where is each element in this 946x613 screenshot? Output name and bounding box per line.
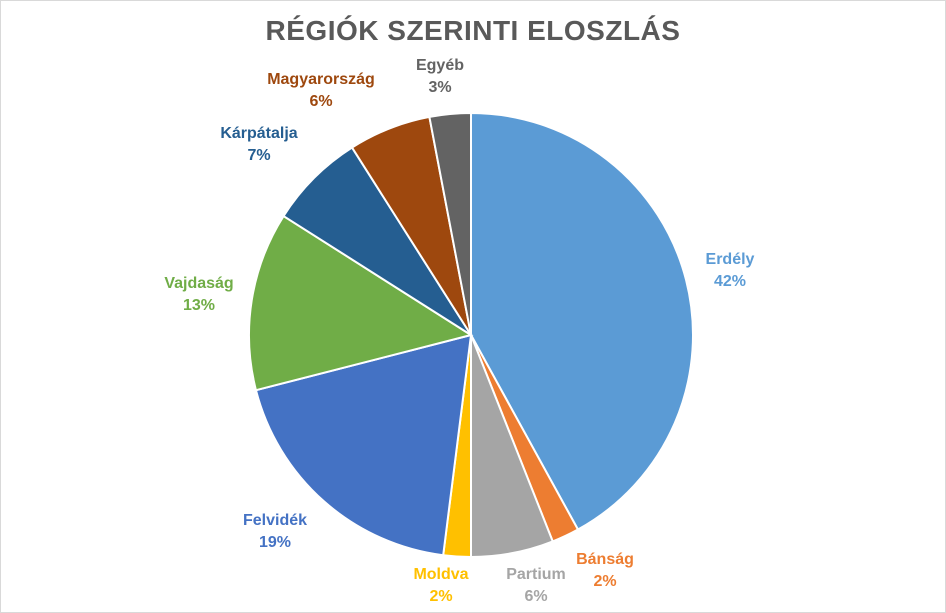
slice-value: 19% xyxy=(258,534,292,551)
slice-name: Erdély xyxy=(705,251,755,268)
slice-value: 3% xyxy=(428,79,452,96)
slice-value: 2% xyxy=(593,573,617,590)
slice-label-6: Kárpátalja 7% xyxy=(179,123,339,167)
slice-name: Magyarország xyxy=(267,71,375,88)
pie-slice-8 xyxy=(428,111,472,336)
slice-value: 6% xyxy=(524,588,548,605)
pie-slice-0 xyxy=(470,111,694,531)
slice-name: Moldva xyxy=(413,566,469,583)
slice-value: 42% xyxy=(713,273,747,290)
slice-label-8: Egyéb 3% xyxy=(360,55,520,99)
slice-label-3: Moldva 2% xyxy=(361,564,521,608)
slice-name: Kárpátalja xyxy=(220,125,298,142)
pie-slice-4 xyxy=(254,333,473,557)
slice-label-7: Magyarország 6% xyxy=(241,69,401,113)
slice-name: Vajdaság xyxy=(164,275,234,292)
slice-value: 2% xyxy=(429,588,453,605)
slice-label-4: Felvidék 19% xyxy=(195,510,355,554)
slice-name: Bánság xyxy=(576,551,634,568)
slice-name: Felvidék xyxy=(242,512,308,529)
slice-value: 6% xyxy=(309,93,333,110)
slice-name: Partium xyxy=(506,566,566,583)
slice-value: 7% xyxy=(247,147,271,164)
slice-label-2: Partium 6% xyxy=(456,564,616,608)
pie-slice-5 xyxy=(248,214,474,392)
slice-name: Egyéb xyxy=(415,57,464,74)
slice-label-5: Vajdaság 13% xyxy=(119,273,279,317)
chart-title: RÉGIÓK SZERINTI ELOSZLÁS xyxy=(265,15,681,46)
slice-label-0: Erdély 42% xyxy=(650,249,810,293)
slice-label-1: Bánság 2% xyxy=(525,549,685,593)
slice-value: 13% xyxy=(182,297,216,314)
